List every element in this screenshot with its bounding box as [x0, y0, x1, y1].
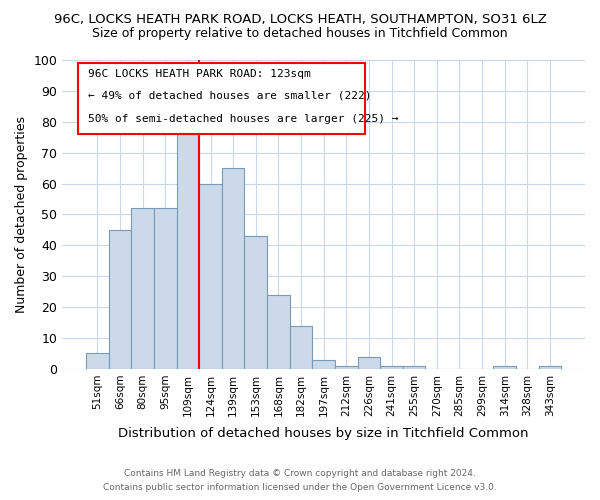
- Bar: [335, 366, 358, 369]
- Bar: [380, 366, 403, 369]
- FancyBboxPatch shape: [78, 63, 365, 134]
- Bar: [109, 230, 131, 369]
- Bar: [539, 366, 561, 369]
- Bar: [358, 356, 380, 369]
- Bar: [86, 354, 109, 369]
- Text: Contains public sector information licensed under the Open Government Licence v3: Contains public sector information licen…: [103, 484, 497, 492]
- Bar: [154, 208, 176, 369]
- Y-axis label: Number of detached properties: Number of detached properties: [15, 116, 28, 313]
- Text: ← 49% of detached houses are smaller (222): ← 49% of detached houses are smaller (22…: [88, 91, 372, 101]
- Bar: [199, 184, 222, 369]
- Bar: [131, 208, 154, 369]
- Bar: [222, 168, 244, 369]
- Bar: [493, 366, 516, 369]
- Bar: [403, 366, 425, 369]
- Text: 96C LOCKS HEATH PARK ROAD: 123sqm: 96C LOCKS HEATH PARK ROAD: 123sqm: [88, 70, 311, 80]
- Bar: [267, 295, 290, 369]
- Bar: [313, 360, 335, 369]
- Text: 96C, LOCKS HEATH PARK ROAD, LOCKS HEATH, SOUTHAMPTON, SO31 6LZ: 96C, LOCKS HEATH PARK ROAD, LOCKS HEATH,…: [53, 12, 547, 26]
- Bar: [176, 122, 199, 369]
- Bar: [244, 236, 267, 369]
- Text: Size of property relative to detached houses in Titchfield Common: Size of property relative to detached ho…: [92, 28, 508, 40]
- X-axis label: Distribution of detached houses by size in Titchfield Common: Distribution of detached houses by size …: [118, 427, 529, 440]
- Text: 50% of semi-detached houses are larger (225) →: 50% of semi-detached houses are larger (…: [88, 114, 399, 124]
- Text: Contains HM Land Registry data © Crown copyright and database right 2024.: Contains HM Land Registry data © Crown c…: [124, 468, 476, 477]
- Bar: [290, 326, 313, 369]
